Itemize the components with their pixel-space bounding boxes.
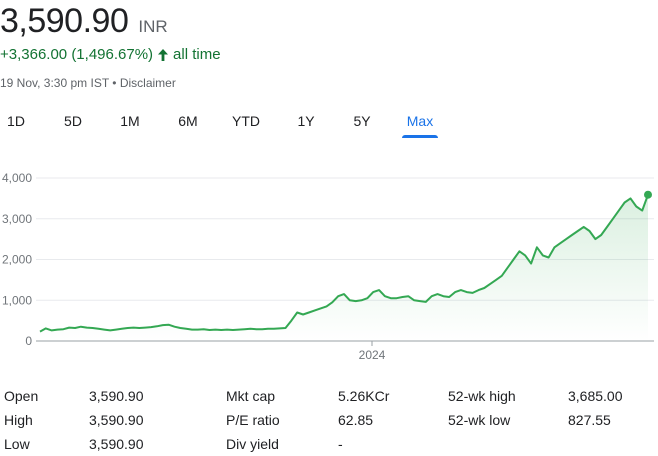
tab-max[interactable]: Max: [402, 108, 438, 138]
disclaimer-link[interactable]: Disclaimer: [119, 76, 176, 90]
y-tick-label: 1,000: [2, 293, 32, 307]
arrow-up-icon: [157, 48, 169, 62]
stat-value-mkt-cap: 5.26KCr: [338, 388, 390, 404]
tab-1m[interactable]: 1M: [120, 113, 140, 129]
stat-label-open: Open: [4, 388, 39, 404]
quote-meta: 19 Nov, 3:30 pm IST • Disclaimer: [0, 76, 176, 90]
tab-ytd[interactable]: YTD: [232, 113, 260, 129]
y-tick-label: 2,000: [2, 253, 32, 267]
stat-label-52wk-low: 52-wk low: [448, 412, 511, 428]
stat-value-open: 3,590.90: [89, 388, 144, 404]
quote-timestamp: 19 Nov, 3:30 pm IST: [0, 76, 109, 90]
stat-value-52wk-low: 827.55: [568, 412, 611, 428]
tab-6m[interactable]: 6M: [178, 113, 198, 129]
y-tick-label: 4,000: [2, 171, 32, 185]
y-axis-ticks: 4,000 3,000 2,000 1,000 0: [2, 171, 32, 348]
tab-5y[interactable]: 5Y: [353, 113, 371, 129]
stat-value-52wk-high: 3,685.00: [568, 388, 623, 404]
stat-label-52wk-high: 52-wk high: [448, 388, 516, 404]
tab-5d[interactable]: 5D: [64, 113, 82, 129]
stat-value-high: 3,590.90: [89, 412, 144, 428]
y-tick-label: 3,000: [2, 212, 32, 226]
price-area: [40, 194, 648, 341]
y-tick-label: 0: [25, 334, 32, 348]
change-period: all time: [173, 46, 221, 63]
stat-value-pe-ratio: 62.85: [338, 412, 374, 428]
tab-1y[interactable]: 1Y: [297, 113, 315, 129]
stat-value-low: 3,590.90: [89, 436, 144, 452]
last-price-dot: [644, 190, 652, 199]
price-chart[interactable]: 4,000 3,000 2,000 1,000 0 2024: [0, 150, 658, 370]
change-value: +3,366.00 (1,496.67%): [0, 46, 154, 63]
tab-1d[interactable]: 1D: [7, 113, 25, 129]
meta-separator: •: [112, 76, 117, 90]
stat-label-low: Low: [4, 436, 30, 452]
stat-label-mkt-cap: Mkt cap: [226, 388, 276, 404]
price-header: 3,590.90 INR: [0, 2, 168, 42]
stat-label-pe-ratio: P/E ratio: [226, 412, 280, 428]
key-stats: Open 3,590.90 High 3,590.90 Low 3,590.90…: [0, 378, 658, 452]
range-tabs: 1D 5D 1M 6M YTD 1Y 5Y Max: [0, 108, 658, 138]
x-tick-label: 2024: [359, 348, 386, 362]
stat-label-high: High: [4, 412, 33, 428]
x-axis-ticks: 2024: [359, 341, 386, 362]
price-change: +3,366.00 (1,496.67%) all time: [0, 46, 221, 63]
currency-code: INR: [138, 17, 168, 36]
stat-value-div-yield: -: [338, 436, 343, 452]
stat-label-div-yield: Div yield: [226, 436, 279, 452]
price-line: [39, 194, 649, 333]
current-price: 3,590.90: [0, 2, 129, 40]
